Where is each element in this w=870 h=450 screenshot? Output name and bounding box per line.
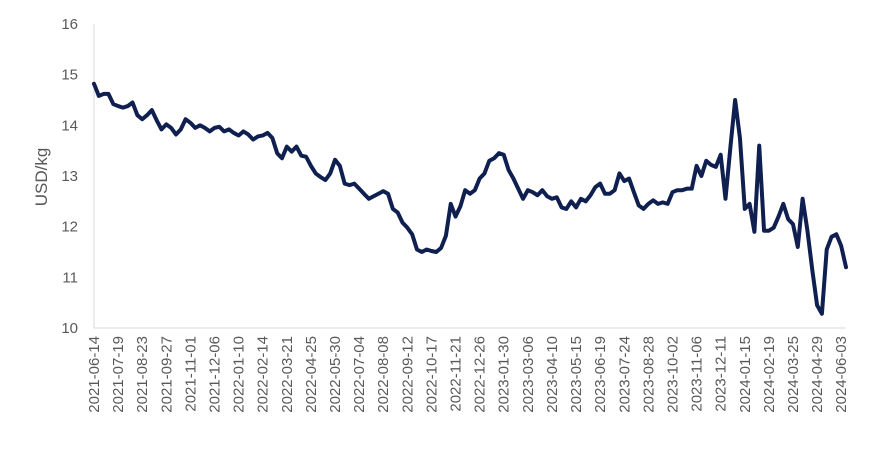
x-tick-label: 2023-04-10 <box>544 336 561 413</box>
x-tick-label: 2023-12-11 <box>713 336 730 412</box>
x-tick-label: 2021-12-06 <box>207 336 224 413</box>
x-tick-label: 2022-12-26 <box>472 336 489 413</box>
x-tick-label: 2021-11-01 <box>182 336 199 412</box>
x-tick-label: 2021-08-23 <box>134 336 151 413</box>
x-tick-label: 2023-11-06 <box>689 336 706 412</box>
y-tick-label: 16 <box>61 16 78 33</box>
x-tick-label: 2022-09-12 <box>399 336 416 413</box>
x-tick-label: 2023-03-06 <box>520 336 537 413</box>
series-line <box>92 81 848 316</box>
x-tick-label: 2022-11-21 <box>448 336 465 412</box>
x-tick-label: 2022-07-04 <box>351 336 368 413</box>
y-tick-label: 12 <box>61 219 78 236</box>
x-tick-label: 2024-02-19 <box>761 336 778 413</box>
x-tick-label: 2022-10-17 <box>423 336 440 413</box>
x-tick-label: 2022-03-21 <box>279 336 296 413</box>
x-tick-label: 2023-08-28 <box>640 336 657 413</box>
x-tick-label: 2023-07-24 <box>616 336 633 413</box>
x-tick-label: 2022-05-30 <box>327 336 344 413</box>
x-tick-label: 2022-01-10 <box>231 336 248 413</box>
y-tick-label: 11 <box>62 269 78 286</box>
x-tick-label: 2022-04-25 <box>303 336 320 413</box>
x-tick-label: 2023-05-15 <box>568 336 585 413</box>
x-axis-tick-labels: 2021-06-14 2021-07-19 2021-08-23 2021-09-27… <box>86 336 850 413</box>
y-tick-label: 13 <box>61 168 78 185</box>
x-tick-label: 2022-08-08 <box>375 336 392 413</box>
x-tick-label: 2024-03-25 <box>785 336 802 413</box>
x-tick-label: 2024-01-15 <box>737 336 754 413</box>
y-tick-label: 15 <box>61 67 78 84</box>
x-tick-label: 2021-09-27 <box>158 336 175 413</box>
y-axis-tick-labels: 10 11 12 13 14 15 16 <box>61 16 78 337</box>
x-tick-label: 2022-02-14 <box>255 336 272 413</box>
x-tick-label: 2021-07-19 <box>110 336 127 413</box>
y-tick-label: 10 <box>61 320 78 337</box>
x-tick-label: 2024-06-03 <box>833 336 850 413</box>
x-tick-label: 2023-10-02 <box>664 336 681 413</box>
x-tick-label: 2023-01-30 <box>496 336 513 413</box>
x-tick-label: 2021-06-14 <box>86 336 103 413</box>
x-tick-label: 2024-04-29 <box>809 336 826 413</box>
x-tick-label: 2023-06-19 <box>592 336 609 413</box>
y-axis-title: USD/kg <box>32 148 51 207</box>
y-tick-label: 14 <box>61 117 78 134</box>
